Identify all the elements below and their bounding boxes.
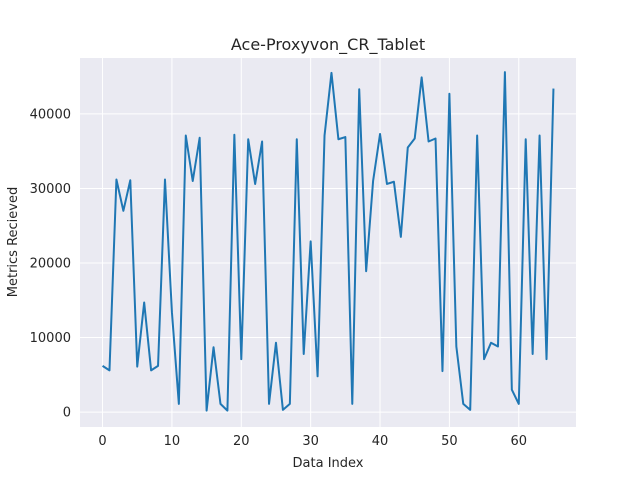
chart-title: Ace-Proxyvon_CR_Tablet xyxy=(231,35,425,55)
y-tick-label: 10000 xyxy=(30,331,71,346)
x-tick-labels: 0 10 20 30 40 50 60 xyxy=(98,434,527,449)
x-tick-label: 30 xyxy=(302,434,319,449)
y-tick-label: 20000 xyxy=(30,257,71,272)
x-tick-label: 10 xyxy=(164,434,181,449)
x-tick-label: 50 xyxy=(441,434,458,449)
grid-lines xyxy=(80,58,576,427)
x-tick-label: 20 xyxy=(233,434,250,449)
y-tick-labels: 0 10000 20000 30000 40000 xyxy=(30,107,71,420)
series-line xyxy=(102,71,555,412)
y-tick-label: 30000 xyxy=(30,182,71,197)
y-tick-label: 40000 xyxy=(30,107,71,122)
y-tick-label: 0 xyxy=(63,406,71,421)
plot-area xyxy=(80,58,576,427)
x-tick-label: 40 xyxy=(372,434,389,449)
y-axis-label: Metrics Recieved xyxy=(6,187,21,297)
x-axis-label: Data Index xyxy=(293,456,364,471)
x-tick-label: 0 xyxy=(98,434,106,449)
x-tick-label: 60 xyxy=(510,434,527,449)
